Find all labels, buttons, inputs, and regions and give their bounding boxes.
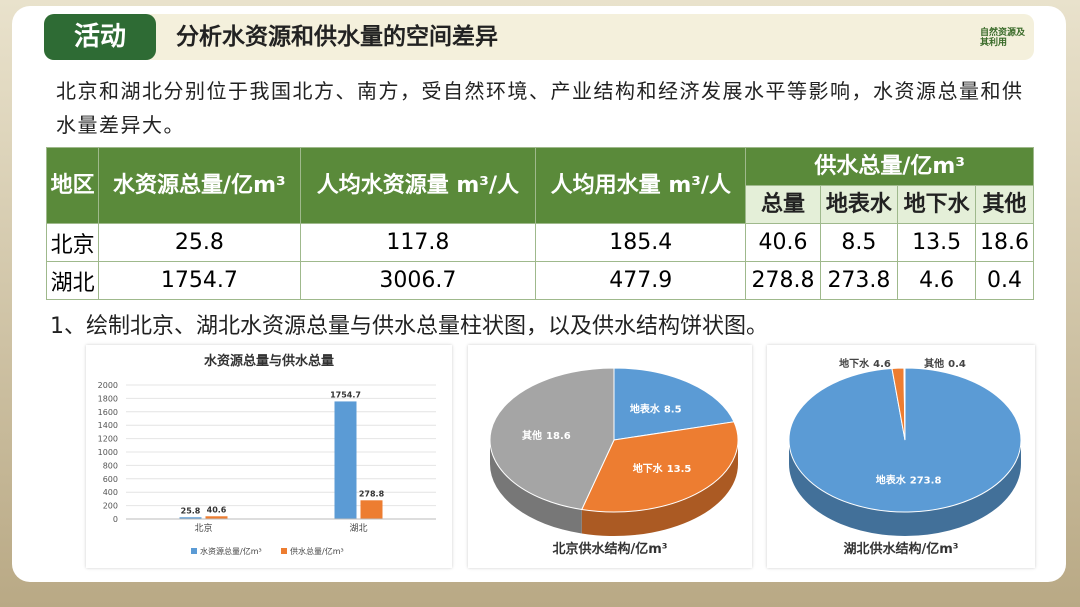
y-tick-label: 200	[103, 502, 118, 511]
pie-chart: 地表水 8.5 地下水 13.5 其他 18.6 北京供水结构/亿m³	[468, 345, 752, 568]
label-category: 地下水	[839, 357, 870, 370]
chart-title: 水资源总量与供水总量	[204, 353, 334, 369]
y-tick-label: 2000	[98, 381, 118, 390]
table-cell: 8.5	[819, 223, 899, 262]
table-cell: 185.4	[535, 223, 747, 262]
pie-slice	[613, 367, 735, 441]
table-cell: 477.9	[535, 261, 747, 300]
table-cell: 北京	[45, 223, 100, 262]
label-value: 18.6	[546, 431, 571, 442]
bar	[205, 516, 228, 519]
header-cell: 地下水	[897, 185, 976, 224]
data-label: 40.6	[207, 505, 227, 514]
pie-slice	[489, 367, 615, 511]
legend-swatch	[281, 548, 287, 554]
table-cell: 4.6	[897, 261, 976, 300]
table-cell: 40.6	[745, 223, 821, 262]
label-category: 地下水	[633, 462, 664, 475]
data-label: 地下水 13.5	[633, 462, 692, 475]
header-bar	[44, 14, 1034, 60]
label-value: 0.4	[948, 359, 966, 370]
pie-side	[789, 440, 1021, 536]
table-cell: 18.6	[974, 223, 1035, 262]
intro-text: 北京和湖北分别位于我国北方、南方，受自然环境、产业结构和经济发展水平等影响，水资…	[56, 79, 1024, 137]
data-label: 1754.7	[330, 390, 361, 399]
header-cell: 人均用水量 m³/人	[535, 147, 747, 224]
bar	[360, 500, 383, 519]
table-cell: 278.8	[745, 261, 821, 300]
pie-slice	[581, 421, 739, 513]
y-tick-label: 1600	[98, 408, 118, 417]
data-label: 278.8	[359, 489, 385, 498]
label-category: 地表水	[876, 474, 907, 487]
table-row: 湖北 1754.7 3006.7 477.9 278.8 273.8 4.6 0.4	[45, 261, 1035, 300]
table-cell: 13.5	[897, 223, 976, 262]
label-value: 8.5	[664, 405, 682, 416]
label-value: 273.8	[910, 476, 942, 487]
bar-chart: 水资源总量与供水总量 0 200 400 600 800 1000 1200 1400 1600 1…	[86, 345, 452, 568]
y-tick-label: 1800	[98, 394, 118, 403]
y-tick-label: 600	[103, 475, 118, 484]
header-cell: 地区	[45, 147, 100, 224]
data-table: 地区 水资源总量/亿m³ 人均水资源量 m³/人 人均用水量 m³/人 供水总量/亿m³…	[45, 147, 1035, 300]
data-label: 地下水 4.6	[839, 357, 891, 370]
y-tick-label: 1400	[98, 421, 118, 430]
header-cell: 水资源总量/亿m³	[98, 147, 301, 224]
legend-label: 水资源总量/亿m³	[200, 546, 262, 556]
chart-title: 湖北供水结构/亿m³	[844, 541, 959, 557]
y-tick-label: 0	[113, 515, 118, 524]
label-category: 其他	[522, 429, 542, 442]
label-category: 其他	[924, 357, 944, 370]
bar	[179, 517, 202, 519]
data-label: 25.8	[181, 506, 201, 515]
slide-title: 分析水资源和供水量的空间差异	[176, 24, 498, 50]
legend-label: 供水总量/亿m³	[290, 546, 344, 556]
data-label: 其他 0.4	[924, 357, 966, 370]
pie-side	[490, 440, 582, 534]
header-row: 总量 地表水 地下水 其他	[47, 185, 1035, 224]
data-label: 地表水 273.8	[876, 474, 942, 487]
logo: 自然资源及其利用	[980, 28, 1026, 48]
x-tick-label: 北京	[194, 522, 212, 534]
table-cell: 25.8	[98, 223, 301, 262]
data-label: 地表水 8.5	[630, 403, 682, 416]
y-tick-label: 800	[103, 461, 118, 470]
table-row: 北京 25.8 117.8 185.4 40.6 8.5 13.5 18.6	[45, 223, 1035, 262]
legend-swatch	[191, 548, 197, 554]
label-value: 4.6	[873, 359, 891, 370]
table-cell: 1754.7	[98, 261, 301, 300]
label-value: 13.5	[667, 464, 692, 475]
table-cell: 273.8	[819, 261, 899, 300]
y-tick-label: 1000	[98, 448, 118, 457]
chart-title: 北京供水结构/亿m³	[553, 541, 668, 557]
table-cell: 0.4	[974, 261, 1035, 300]
table-cell: 湖北	[45, 261, 100, 300]
x-tick-label: 湖北	[349, 523, 367, 534]
y-tick-label: 1200	[98, 435, 118, 444]
header-cell: 其他	[974, 185, 1035, 224]
table-cell: 3006.7	[299, 261, 537, 300]
header-row: 地区 水资源总量/亿m³ 人均水资源量 m³/人 人均用水量 m³/人 供水总量/亿m³	[45, 147, 1034, 224]
y-tick-label: 400	[103, 488, 118, 497]
badge: 活动	[44, 14, 156, 60]
header-cell: 供水总量/亿m³	[745, 147, 1034, 186]
data-label: 其他 18.6	[522, 429, 571, 442]
task-text: 1、绘制北京、湖北水资源总量与供水总量柱状图，以及供水结构饼状图。	[50, 314, 768, 339]
pie-slice	[903, 367, 906, 441]
header-cell: 地表水	[819, 185, 899, 224]
header-cell: 总量	[745, 185, 821, 224]
pie-chart: 地表水 273.8 地下水 4.6 其他 0.4 湖北供水结构/亿m³	[767, 345, 1035, 568]
header-cell: 人均水资源量 m³/人	[299, 147, 537, 224]
table-cell: 117.8	[299, 223, 537, 262]
bar	[334, 401, 357, 519]
label-category: 地表水	[630, 403, 661, 416]
